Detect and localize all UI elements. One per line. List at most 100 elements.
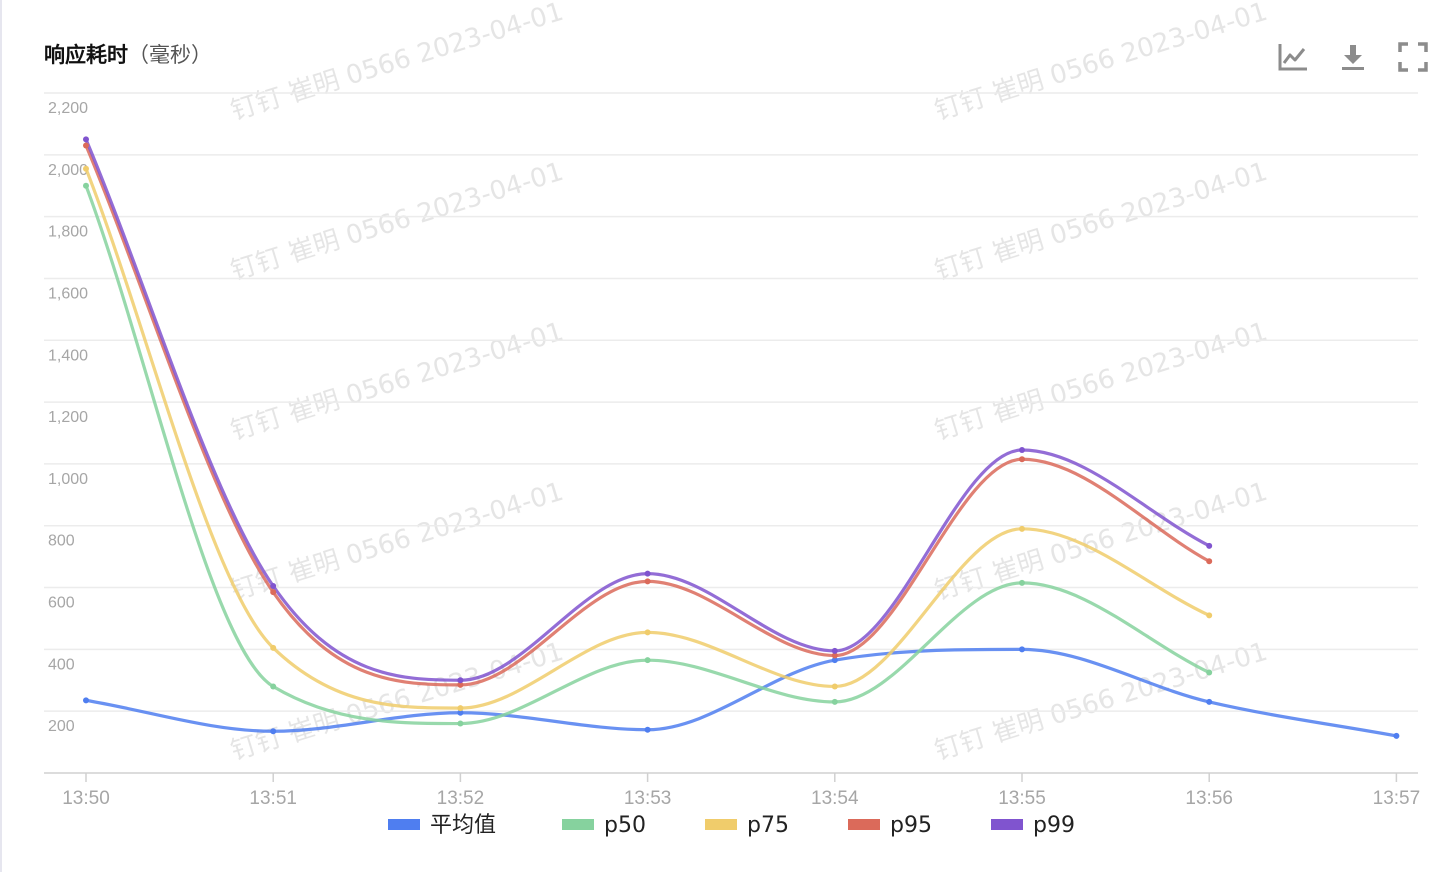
legend-item[interactable]: p75 bbox=[705, 813, 789, 838]
data-point[interactable] bbox=[831, 657, 838, 664]
series-line-p50[interactable] bbox=[84, 185, 1210, 726]
data-point[interactable] bbox=[1019, 456, 1025, 463]
legend-label: 平均值 bbox=[430, 813, 496, 838]
data-point[interactable] bbox=[644, 629, 651, 636]
data-point[interactable] bbox=[83, 697, 89, 704]
legend-swatch bbox=[388, 819, 420, 830]
y-tick-label: 2,000 bbox=[48, 162, 88, 179]
chart-toolbar bbox=[1274, 38, 1432, 76]
data-point[interactable] bbox=[1206, 558, 1213, 565]
y-tick-label: 1,600 bbox=[48, 285, 88, 302]
data-point[interactable] bbox=[83, 165, 89, 172]
legend: 平均值 p50 p75 p95 p99 bbox=[388, 813, 1075, 838]
x-tick-label: 13:57 bbox=[1373, 788, 1421, 809]
x-tick-label: 13:51 bbox=[249, 788, 297, 809]
data-point[interactable] bbox=[644, 570, 651, 577]
data-point[interactable] bbox=[270, 644, 277, 651]
legend-item[interactable]: p95 bbox=[848, 813, 932, 838]
data-point[interactable] bbox=[457, 720, 464, 727]
data-point[interactable] bbox=[1206, 542, 1213, 549]
legend-label: p50 bbox=[604, 813, 646, 838]
grid-lines bbox=[44, 92, 1418, 712]
data-point[interactable] bbox=[1019, 579, 1025, 586]
x-tick-label: 13:55 bbox=[998, 788, 1046, 809]
legend-label: p99 bbox=[1033, 813, 1075, 838]
x-axis: 13:50 13:51 13:52 13:53 13:54 13:55 13:56 13:57 bbox=[44, 772, 1421, 809]
data-point[interactable] bbox=[831, 652, 838, 659]
data-point[interactable] bbox=[1393, 732, 1400, 739]
y-tick-label: 1,400 bbox=[48, 347, 88, 364]
data-point[interactable] bbox=[457, 705, 464, 712]
watermark-text: 钉钉 崔明 0566 2023-04-01 bbox=[931, 637, 1271, 767]
line-chart-icon bbox=[1278, 44, 1307, 71]
chart-title-text: 响应耗时 bbox=[44, 43, 128, 67]
y-tick-label: 200 bbox=[48, 718, 75, 735]
data-point[interactable] bbox=[1019, 525, 1025, 532]
series-points bbox=[83, 136, 1400, 739]
data-point[interactable] bbox=[1206, 612, 1213, 619]
watermark-text: 钉钉 崔明 0566 2023-04-01 bbox=[227, 0, 567, 127]
legend-swatch bbox=[848, 819, 880, 830]
x-tick-label: 13:52 bbox=[437, 788, 485, 809]
watermark-text: 钉钉 崔明 0566 2023-04-01 bbox=[931, 0, 1271, 127]
data-point[interactable] bbox=[1206, 698, 1213, 705]
fullscreen-icon bbox=[1398, 42, 1428, 72]
data-point[interactable] bbox=[831, 698, 838, 705]
data-point[interactable] bbox=[457, 681, 464, 688]
series-line-p95[interactable] bbox=[84, 144, 1210, 687]
legend-item[interactable]: p50 bbox=[562, 813, 646, 838]
legend-swatch bbox=[705, 819, 737, 830]
data-point[interactable] bbox=[270, 589, 277, 596]
y-tick-label: 1,800 bbox=[48, 224, 88, 241]
data-point[interactable] bbox=[83, 142, 89, 149]
legend-item[interactable]: p99 bbox=[991, 813, 1075, 838]
x-tick-label: 13:50 bbox=[62, 788, 110, 809]
data-point[interactable] bbox=[1019, 646, 1025, 653]
watermark-text: 钉钉 崔明 0566 2023-04-01 bbox=[931, 157, 1271, 287]
legend-label: p95 bbox=[890, 813, 932, 838]
data-point[interactable] bbox=[644, 657, 651, 664]
y-tick-label: 1,000 bbox=[48, 471, 88, 488]
x-tick-label: 13:56 bbox=[1185, 788, 1233, 809]
x-tick-label: 13:54 bbox=[811, 788, 859, 809]
data-point[interactable] bbox=[270, 583, 277, 589]
data-point[interactable] bbox=[270, 728, 277, 735]
data-point[interactable] bbox=[270, 683, 277, 690]
watermark-text: 钉钉 崔明 0566 2023-04-01 bbox=[227, 157, 567, 287]
data-point[interactable] bbox=[457, 677, 464, 684]
series-line-avg[interactable] bbox=[85, 647, 1397, 738]
series-line-p99[interactable] bbox=[84, 138, 1210, 682]
legend-swatch bbox=[991, 819, 1023, 830]
data-point[interactable] bbox=[1019, 447, 1025, 453]
data-point[interactable] bbox=[644, 726, 651, 733]
download-button[interactable] bbox=[1334, 38, 1372, 76]
y-tick-label: 2,200 bbox=[48, 100, 88, 117]
y-tick-label: 800 bbox=[48, 533, 75, 550]
watermark-layer: 钉钉 崔明 0566 2023-04-01 钉钉 崔明 0566 2023-04-… bbox=[227, 0, 1271, 767]
series-line-p75[interactable] bbox=[84, 168, 1210, 710]
y-tick-label: 1,200 bbox=[48, 409, 88, 426]
download-icon bbox=[1342, 45, 1364, 70]
chart-title-unit: （毫秒） bbox=[128, 43, 212, 67]
legend-item[interactable]: 平均值 bbox=[388, 813, 496, 838]
watermark-text: 钉钉 崔明 0566 2023-04-01 bbox=[931, 317, 1271, 447]
data-point[interactable] bbox=[457, 709, 464, 716]
data-point[interactable] bbox=[83, 182, 89, 189]
data-point[interactable] bbox=[831, 647, 838, 654]
x-tick-label: 13:53 bbox=[624, 788, 672, 809]
switch-chart-type-button[interactable] bbox=[1274, 38, 1312, 76]
data-point[interactable] bbox=[1206, 669, 1213, 676]
watermark-text: 钉钉 崔明 0566 2023-04-01 bbox=[227, 317, 567, 447]
data-point[interactable] bbox=[831, 683, 838, 690]
data-point[interactable] bbox=[83, 136, 89, 143]
y-tick-label: 600 bbox=[48, 595, 75, 612]
data-point[interactable] bbox=[644, 578, 651, 585]
legend-label: p75 bbox=[747, 813, 789, 838]
fullscreen-button[interactable] bbox=[1394, 38, 1432, 76]
legend-swatch bbox=[562, 819, 594, 830]
y-tick-label: 400 bbox=[48, 656, 75, 673]
series-lines bbox=[84, 138, 1397, 738]
y-axis: 200 400 600 800 1,000 1,200 1,400 1,600 1,800 2,0… bbox=[48, 100, 88, 735]
